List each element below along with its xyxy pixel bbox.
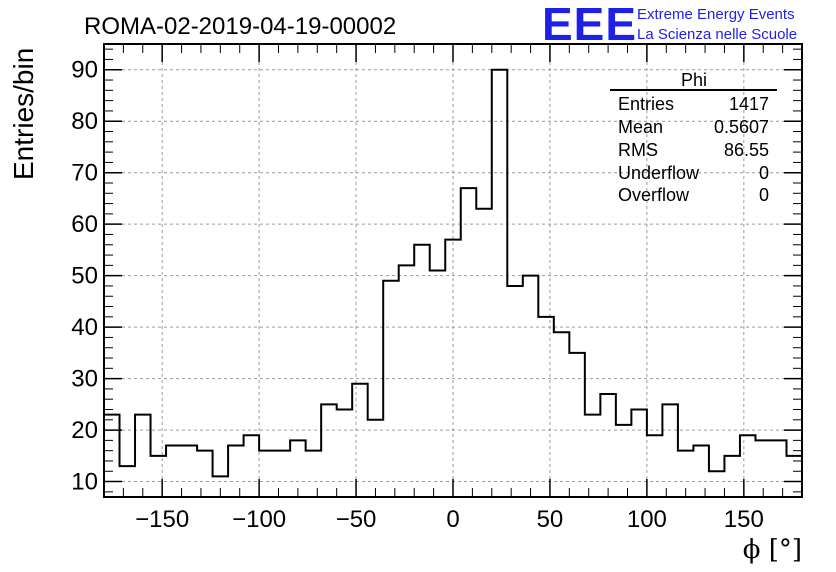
stats-label-rms: RMS	[618, 140, 658, 160]
x-tick-label: 50	[537, 506, 564, 533]
y-tick-label: 70	[71, 160, 98, 187]
stats-value-underflow: 0	[759, 163, 769, 183]
y-tick-label: 30	[71, 366, 98, 393]
y-tick-label: 90	[71, 57, 98, 84]
x-tick-label: −100	[232, 506, 286, 533]
grid-lines	[104, 44, 802, 497]
chart-title: ROMA-02-2019-04-19-00002	[84, 13, 396, 40]
axis-ticks	[104, 44, 802, 497]
y-tick-label: 60	[71, 211, 98, 238]
y-tick-label: 20	[71, 417, 98, 444]
stats-value-entries: 1417	[729, 94, 769, 114]
y-tick-label: 40	[71, 314, 98, 341]
logo-line-2: La Scienza nelle Scuole	[637, 26, 797, 43]
x-tick-label: 100	[627, 506, 667, 533]
stats-label-underflow: Underflow	[618, 163, 700, 183]
x-tick-label: 0	[446, 506, 459, 533]
histogram-outline	[103, 68, 803, 497]
y-tick-label: 80	[71, 108, 98, 135]
stats-label-mean: Mean	[618, 117, 663, 137]
x-tick-label: −150	[135, 506, 189, 533]
x-axis-title: ϕ [°]	[743, 535, 802, 565]
y-axis-title: Entries/bin	[8, 48, 39, 180]
stats-label-entries: Entries	[618, 94, 674, 114]
stats-title: Phi	[681, 70, 707, 90]
y-tick-labels: 10 20 30 40 50 60 70 80 90	[71, 57, 98, 496]
plot-frame	[103, 43, 803, 498]
stats-box: Phi Entries 1417 Mean 0.5607 RMS 86.55 U…	[610, 70, 777, 205]
y-tick-label: 10	[71, 469, 98, 496]
x-tick-label: 150	[724, 506, 764, 533]
stats-value-mean: 0.5607	[714, 117, 769, 137]
stats-value-overflow: 0	[759, 185, 769, 205]
x-tick-labels: −150 −100 −50 0 50 100 150	[135, 506, 764, 533]
logo-line-1: Extreme Energy Events	[637, 6, 795, 23]
stats-label-overflow: Overflow	[618, 185, 690, 205]
logo-mark: EEE	[542, 0, 637, 50]
x-tick-label: −50	[336, 506, 377, 533]
stats-value-rms: 86.55	[724, 140, 769, 160]
eee-logo: EEE Extreme Energy Events La Scienza nel…	[542, 0, 797, 50]
y-tick-label: 50	[71, 263, 98, 290]
